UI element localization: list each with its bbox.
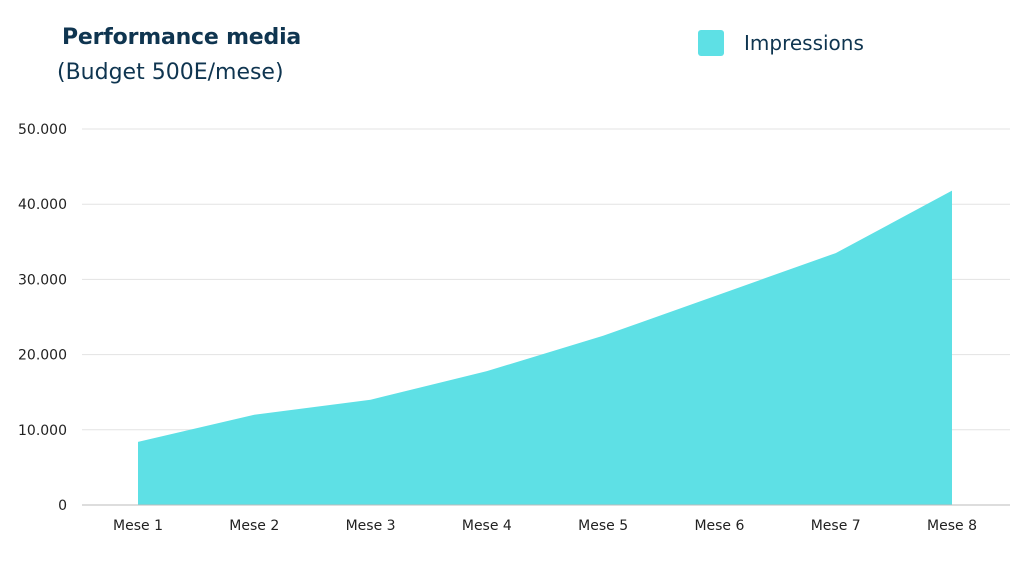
y-axis: 0 10.000 20.000 30.000 40.000 50.000 xyxy=(18,122,67,514)
y-tick-label: 20.000 xyxy=(18,348,67,364)
y-tick-label: 10.000 xyxy=(18,423,67,439)
x-axis: Mese 1 Mese 2 Mese 3 Mese 4 Mese 5 Mese 6 Mese… xyxy=(82,504,1010,534)
series-area-impressions xyxy=(138,190,952,505)
x-tick-label: Mese 4 xyxy=(462,518,512,534)
legend-label-impressions: Impressions xyxy=(744,31,864,55)
y-tick-label: 30.000 xyxy=(18,272,67,288)
legend-swatch-impressions xyxy=(698,30,724,56)
y-tick-label: 40.000 xyxy=(18,197,67,213)
chart-title: Performance media xyxy=(62,25,302,50)
y-tick-label: 50.000 xyxy=(18,122,67,138)
x-tick-label: Mese 2 xyxy=(229,518,279,534)
x-tick-label: Mese 1 xyxy=(113,518,163,534)
x-tick-label: Mese 5 xyxy=(578,518,628,534)
x-tick-label: Mese 3 xyxy=(346,518,396,534)
x-tick-label: Mese 6 xyxy=(694,518,744,534)
x-tick-label: Mese 7 xyxy=(811,518,861,534)
chart-subtitle: (Budget 500E/mese) xyxy=(57,60,284,85)
series-area-group xyxy=(137,190,953,505)
chart-legend: Impressions xyxy=(698,30,864,56)
x-tick-label: Mese 8 xyxy=(927,518,977,534)
y-tick-label: 0 xyxy=(58,498,67,514)
